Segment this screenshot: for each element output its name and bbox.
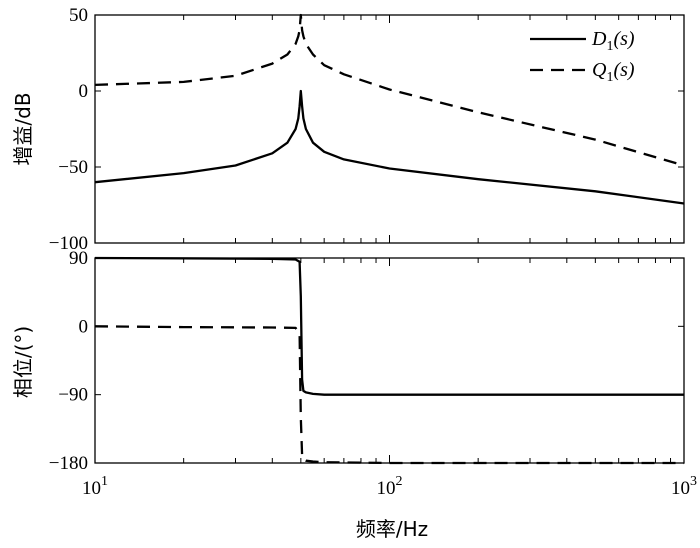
phase-series-D1 (94, 256, 684, 396)
magnitude-y-tick-label: 50 (69, 5, 88, 26)
frequency-axis-title: 频率/Hz (356, 517, 428, 541)
x-tick-exponent: 1 (101, 474, 108, 489)
magnitude-y-tick-label: −50 (58, 157, 88, 178)
legend-D1-sub: 1 (606, 39, 613, 54)
legend-Q1-name: Q (592, 59, 607, 81)
x-tick-exponent: 3 (690, 474, 697, 489)
legend-D1-name: D (591, 28, 607, 50)
magnitude-series-D1 (94, 89, 685, 205)
legend-Q1-arg: (s) (613, 59, 634, 81)
x-tick-label: 101 (82, 474, 108, 499)
x-tick-exponent: 2 (396, 474, 403, 489)
legend-D1-arg: (s) (613, 28, 634, 50)
magnitude-panel: 50 0 −50 −100 (49, 5, 685, 254)
phase-y-tick-label: −90 (58, 385, 88, 406)
phase-y-tick-label: 90 (69, 248, 88, 269)
magnitude-axis-title: 增益/dB (11, 92, 35, 165)
magnitude-series-Q1 (94, 13, 685, 167)
x-tick-label: 103 (671, 474, 697, 499)
magnitude-y-tick-label: 0 (79, 81, 89, 102)
phase-series-Q1 (94, 325, 684, 465)
phase-y-tick-label: 0 (79, 316, 89, 337)
x-tick-label: 102 (377, 474, 403, 499)
x-tick-base: 10 (377, 478, 396, 499)
x-tick-base: 10 (82, 478, 101, 499)
phase-frame (94, 257, 685, 464)
phase-y-tick-label: −180 (49, 453, 88, 474)
x-tick-base: 10 (671, 478, 690, 499)
legend: D1(s) Q1(s) (530, 28, 635, 85)
legend-label-D1: D1(s) (591, 28, 635, 54)
legend-Q1-sub: 1 (606, 70, 613, 85)
phase-axis-title: 相位/(°) (11, 326, 35, 398)
legend-label-Q1: Q1(s) (592, 59, 635, 85)
magnitude-y-tick-label: −100 (49, 233, 88, 254)
